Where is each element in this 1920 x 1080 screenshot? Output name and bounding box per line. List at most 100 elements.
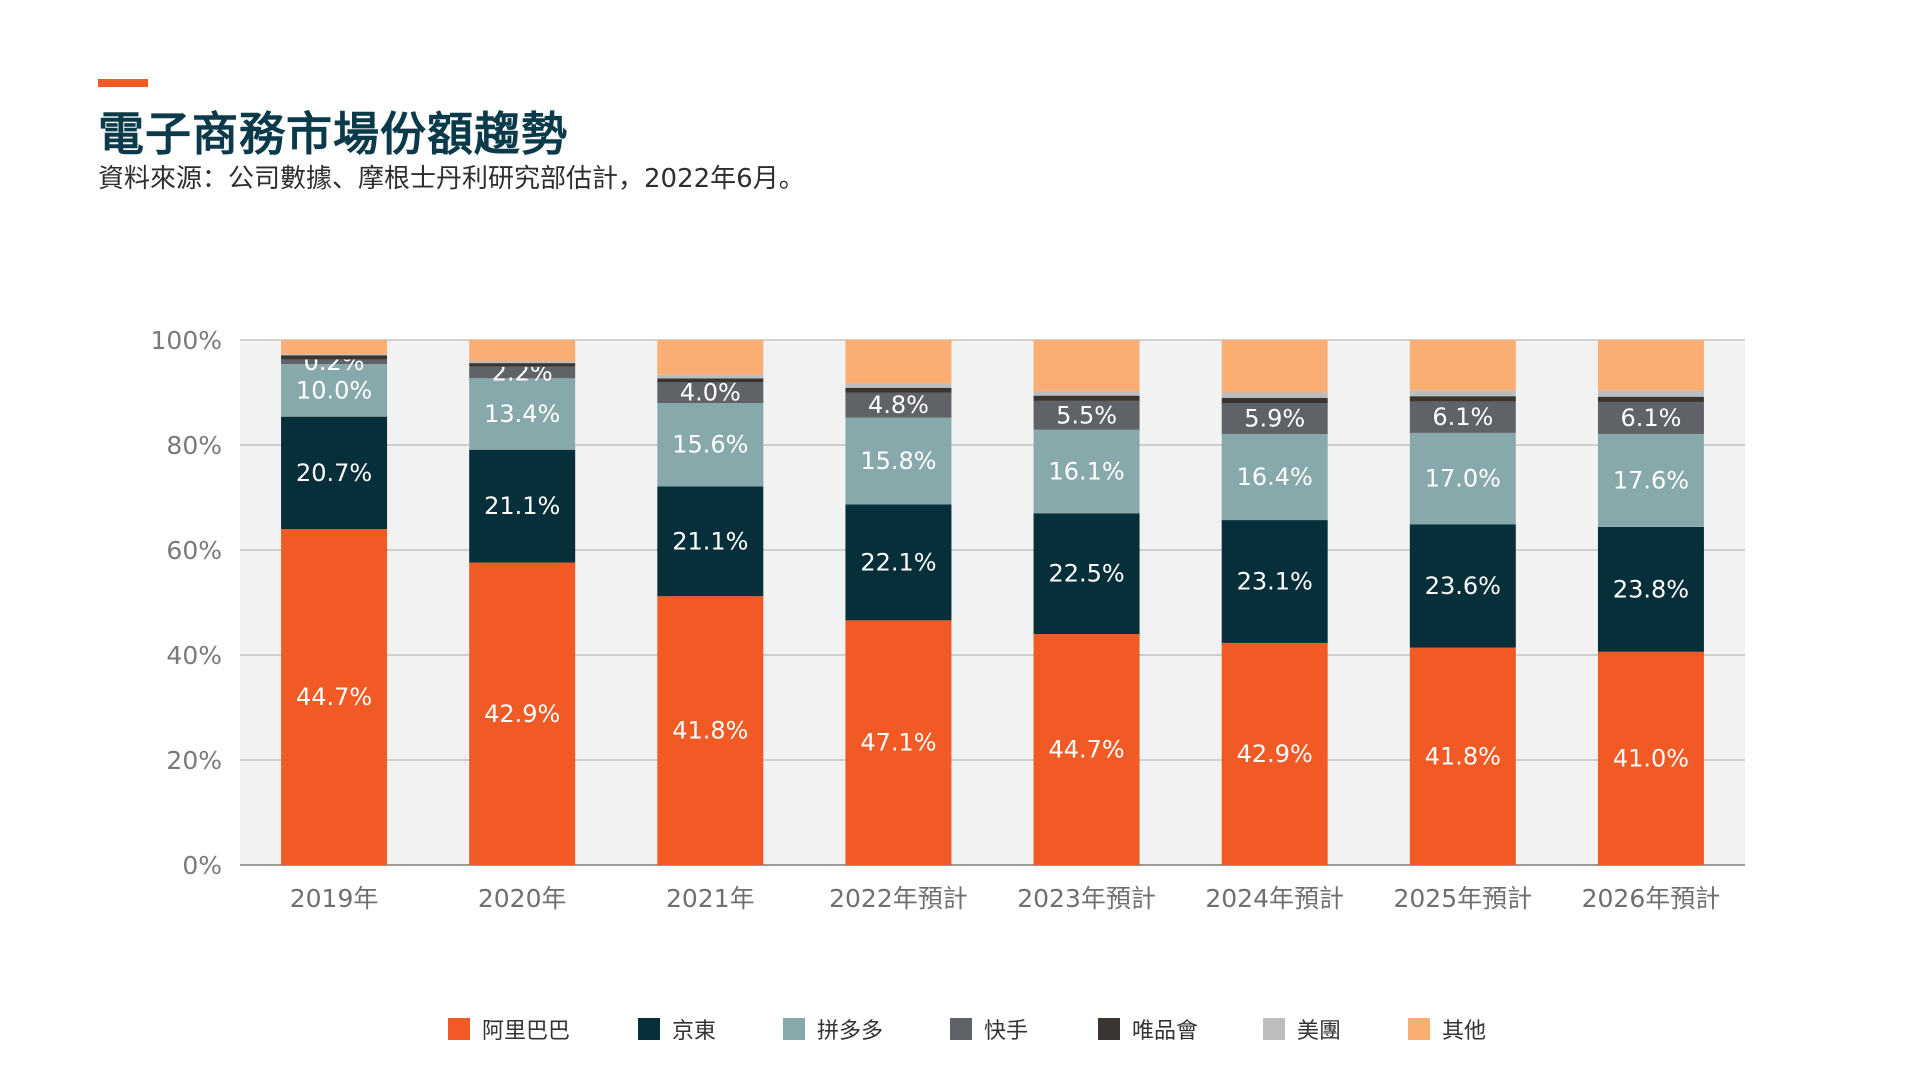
bar-segment-7-6 bbox=[1221, 340, 1328, 393]
bar-segment-4-1 bbox=[281, 359, 388, 365]
x-tick-label: 2021年 bbox=[666, 884, 755, 913]
bar-segment-5-7 bbox=[1409, 396, 1516, 402]
data-label: 42.9% bbox=[484, 700, 560, 728]
data-label: 13.4% bbox=[484, 400, 560, 428]
bar-segment-7-4 bbox=[845, 340, 952, 384]
legend-swatch-1 bbox=[448, 1018, 470, 1040]
chart-subtitle: 資料來源：公司數據、摩根士丹利研究部估計，2022年6月。 bbox=[98, 164, 805, 194]
legend-swatch-3 bbox=[783, 1018, 805, 1040]
data-label: 17.6% bbox=[1613, 466, 1689, 494]
bar-segment-5-2 bbox=[469, 363, 576, 367]
bar-segment-3-8 bbox=[1597, 433, 1704, 527]
legend-label: 阿里巴巴 bbox=[482, 1019, 570, 1044]
bar-segment-7-8 bbox=[1597, 340, 1704, 391]
bar-segment-6-5 bbox=[1033, 390, 1140, 396]
data-label: 6.1% bbox=[1620, 404, 1681, 432]
data-label: 6.1% bbox=[1432, 403, 1493, 431]
bar-segment-7-7 bbox=[1409, 340, 1516, 391]
bar-segment-7-3 bbox=[657, 340, 764, 375]
x-tick-label: 2025年預計 bbox=[1394, 884, 1533, 913]
bar-segment-3-5 bbox=[1033, 429, 1140, 514]
data-label: 41.0% bbox=[1613, 744, 1689, 772]
bar-segment-7-2 bbox=[469, 340, 576, 361]
bar-segment-6-2 bbox=[469, 361, 576, 364]
bar-segment-5-4 bbox=[845, 387, 952, 393]
data-label: 10.0% bbox=[296, 376, 372, 404]
data-label: 41.8% bbox=[672, 717, 748, 745]
bar-segment-1-4 bbox=[845, 620, 952, 865]
bar-segment-5-3 bbox=[657, 378, 764, 382]
bar-segment-4-2 bbox=[469, 366, 576, 379]
bar-segment-5-1 bbox=[281, 355, 388, 360]
y-tick-label: 100% bbox=[151, 326, 222, 355]
bar-segment-4-3 bbox=[657, 382, 764, 403]
bar-segment-2-3 bbox=[657, 486, 764, 597]
data-label: 20.7% bbox=[296, 459, 372, 487]
legend-label: 拼多多 bbox=[817, 1019, 883, 1044]
data-label: 23.6% bbox=[1425, 572, 1501, 600]
bar-segment-1-3 bbox=[657, 596, 764, 865]
legend-swatch-5 bbox=[1098, 1018, 1120, 1040]
legend-label: 快手 bbox=[984, 1019, 1028, 1044]
data-label: 4.8% bbox=[868, 391, 929, 419]
bar-segment-4-4 bbox=[845, 392, 952, 418]
bar-segment-3-7 bbox=[1409, 432, 1516, 525]
legend-label: 其他 bbox=[1442, 1019, 1486, 1044]
bar-segment-2-1 bbox=[281, 416, 388, 529]
x-tick-label: 2026年預計 bbox=[1582, 884, 1721, 913]
data-label: 16.4% bbox=[1237, 463, 1313, 491]
bar-segment-4-8 bbox=[1597, 401, 1704, 434]
bar-segment-5-6 bbox=[1221, 397, 1328, 403]
bar-segment-7-5 bbox=[1033, 340, 1140, 391]
bar-segment-3-1 bbox=[281, 364, 388, 417]
chart-title: 電子商務市場份額趨勢 bbox=[98, 107, 568, 161]
bar-segment-6-3 bbox=[657, 374, 764, 379]
bar-segment-2-7 bbox=[1409, 524, 1516, 648]
data-label: 15.6% bbox=[672, 431, 748, 459]
bar-segment-2-8 bbox=[1597, 526, 1704, 652]
legend-label: 美團 bbox=[1297, 1019, 1341, 1044]
bar-segment-2-4 bbox=[845, 504, 952, 621]
bar-segment-7-1 bbox=[281, 340, 388, 355]
x-tick-label: 2022年預計 bbox=[829, 884, 968, 913]
data-label: 42.9% bbox=[1237, 740, 1313, 768]
data-label: 17.0% bbox=[1425, 465, 1501, 493]
y-tick-label: 40% bbox=[166, 641, 222, 670]
bar-segment-3-3 bbox=[657, 403, 764, 487]
data-label: 44.7% bbox=[1048, 736, 1124, 764]
x-tick-label: 2019年 bbox=[290, 884, 379, 913]
y-tick-label: 80% bbox=[166, 431, 222, 460]
x-tick-label: 2024年預計 bbox=[1205, 884, 1344, 913]
data-label: 15.8% bbox=[860, 447, 936, 475]
y-tick-label: 60% bbox=[166, 536, 222, 565]
bar-segment-1-5 bbox=[1033, 634, 1140, 865]
bar-segment-4-6 bbox=[1221, 403, 1328, 434]
x-tick-label: 2023年預計 bbox=[1017, 884, 1156, 913]
data-label: 4.0% bbox=[680, 379, 741, 407]
data-label: 5.9% bbox=[1244, 404, 1305, 432]
data-label: 22.1% bbox=[860, 548, 936, 576]
data-label: 44.7% bbox=[296, 683, 372, 711]
bar-segment-6-4 bbox=[845, 383, 952, 388]
bar-segment-6-1 bbox=[281, 354, 388, 356]
title-accent-bar bbox=[98, 79, 148, 87]
legend-label: 京東 bbox=[672, 1019, 716, 1044]
bar-segment-1-1 bbox=[281, 529, 388, 865]
legend-swatch-7 bbox=[1408, 1018, 1430, 1040]
data-label: 41.8% bbox=[1425, 742, 1501, 770]
bar-segment-1-6 bbox=[1221, 642, 1328, 865]
bar-segment-3-6 bbox=[1221, 433, 1328, 521]
bar-segment-1-2 bbox=[469, 562, 576, 865]
bar-segment-4-7 bbox=[1409, 401, 1516, 433]
data-label: 23.8% bbox=[1613, 575, 1689, 603]
bar-segment-3-2 bbox=[469, 378, 576, 450]
bar-segment-2-6 bbox=[1221, 520, 1328, 643]
y-tick-label: 0% bbox=[182, 851, 222, 880]
plot-background bbox=[240, 340, 1745, 865]
y-tick-label: 20% bbox=[166, 746, 222, 775]
data-label: 23.1% bbox=[1237, 568, 1313, 596]
data-label: 5.5% bbox=[1056, 401, 1117, 429]
bar-segment-1-8 bbox=[1597, 651, 1704, 865]
data-label: 16.1% bbox=[1048, 458, 1124, 486]
